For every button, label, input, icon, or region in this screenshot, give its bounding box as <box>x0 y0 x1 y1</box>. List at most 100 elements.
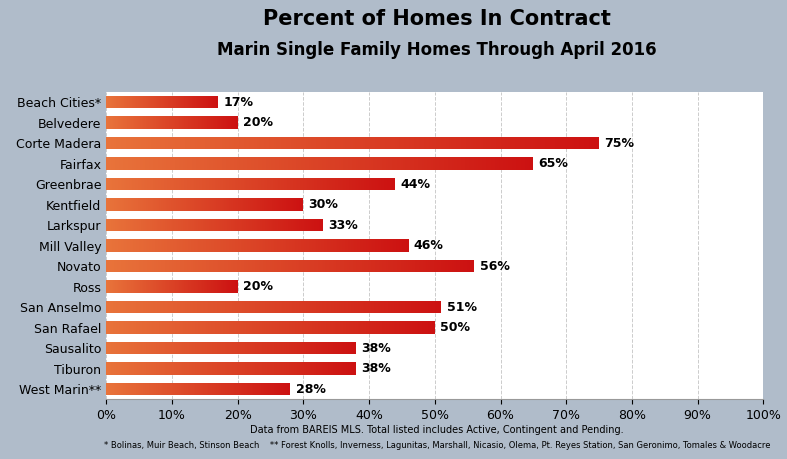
Bar <box>284 301 286 313</box>
Bar <box>244 239 246 252</box>
Bar <box>203 301 205 313</box>
Bar <box>294 218 295 231</box>
Bar <box>380 260 382 273</box>
Bar <box>466 137 468 150</box>
Bar <box>315 362 316 375</box>
Bar <box>333 239 334 252</box>
Bar <box>194 198 195 211</box>
Bar <box>430 301 431 313</box>
Bar <box>518 137 520 150</box>
Bar <box>294 137 296 150</box>
Bar <box>141 178 142 190</box>
Bar <box>255 260 257 273</box>
Bar <box>215 239 216 252</box>
Bar <box>305 218 306 231</box>
Bar <box>147 362 149 375</box>
Bar <box>160 218 161 231</box>
Bar <box>560 137 562 150</box>
Bar <box>230 239 231 252</box>
Bar <box>267 157 268 170</box>
Bar <box>213 301 215 313</box>
Bar <box>168 157 170 170</box>
Bar <box>483 137 486 150</box>
Bar <box>283 239 285 252</box>
Bar <box>198 383 199 396</box>
Bar <box>417 137 419 150</box>
Bar <box>307 218 308 231</box>
Bar <box>336 362 338 375</box>
Bar <box>221 341 223 354</box>
Bar <box>190 239 191 252</box>
Bar <box>254 239 256 252</box>
Bar <box>145 362 146 375</box>
Bar <box>275 178 277 190</box>
Bar <box>361 321 363 334</box>
Bar <box>212 218 213 231</box>
Bar <box>316 218 318 231</box>
Bar <box>382 178 384 190</box>
Bar <box>158 198 160 211</box>
Bar <box>217 178 219 190</box>
Bar <box>589 137 592 150</box>
Bar <box>274 198 275 211</box>
Bar <box>221 383 222 396</box>
Bar <box>238 239 239 252</box>
Bar <box>445 157 448 170</box>
Bar <box>235 137 237 150</box>
Bar <box>336 321 338 334</box>
Bar <box>309 178 310 190</box>
Bar <box>209 383 210 396</box>
Bar <box>225 301 227 313</box>
Bar <box>262 321 264 334</box>
Bar <box>108 301 109 313</box>
Bar <box>260 301 262 313</box>
Bar <box>219 178 220 190</box>
Bar <box>287 301 289 313</box>
Bar <box>303 260 305 273</box>
Bar <box>180 137 183 150</box>
Bar <box>377 137 380 150</box>
Bar <box>262 341 264 354</box>
Bar <box>136 341 138 354</box>
Bar <box>130 260 132 273</box>
Bar <box>355 178 357 190</box>
Bar <box>106 218 107 231</box>
Bar <box>276 218 278 231</box>
Bar <box>375 157 378 170</box>
Bar <box>109 362 110 375</box>
Text: 30%: 30% <box>309 198 338 211</box>
Bar <box>371 321 372 334</box>
Bar <box>358 178 359 190</box>
Bar <box>436 301 438 313</box>
Bar <box>205 239 206 252</box>
Bar <box>186 383 187 396</box>
Bar <box>269 383 270 396</box>
Bar <box>190 157 192 170</box>
Bar <box>268 218 269 231</box>
Bar <box>478 137 481 150</box>
Bar <box>226 383 227 396</box>
Bar <box>275 301 277 313</box>
Bar <box>222 137 224 150</box>
Bar <box>434 137 437 150</box>
Bar <box>139 260 141 273</box>
Bar <box>190 218 192 231</box>
Bar <box>213 178 215 190</box>
Bar <box>425 321 427 334</box>
Bar <box>170 137 173 150</box>
Bar <box>368 178 369 190</box>
Bar <box>242 383 243 396</box>
Bar <box>279 362 280 375</box>
Bar <box>209 198 210 211</box>
Bar <box>282 198 283 211</box>
Bar <box>176 178 177 190</box>
Bar <box>118 321 120 334</box>
Bar <box>249 137 252 150</box>
Bar <box>336 178 338 190</box>
Bar <box>115 198 116 211</box>
Bar <box>391 260 394 273</box>
Bar <box>165 383 166 396</box>
Bar <box>213 260 215 273</box>
Bar <box>172 178 173 190</box>
Bar <box>113 341 114 354</box>
